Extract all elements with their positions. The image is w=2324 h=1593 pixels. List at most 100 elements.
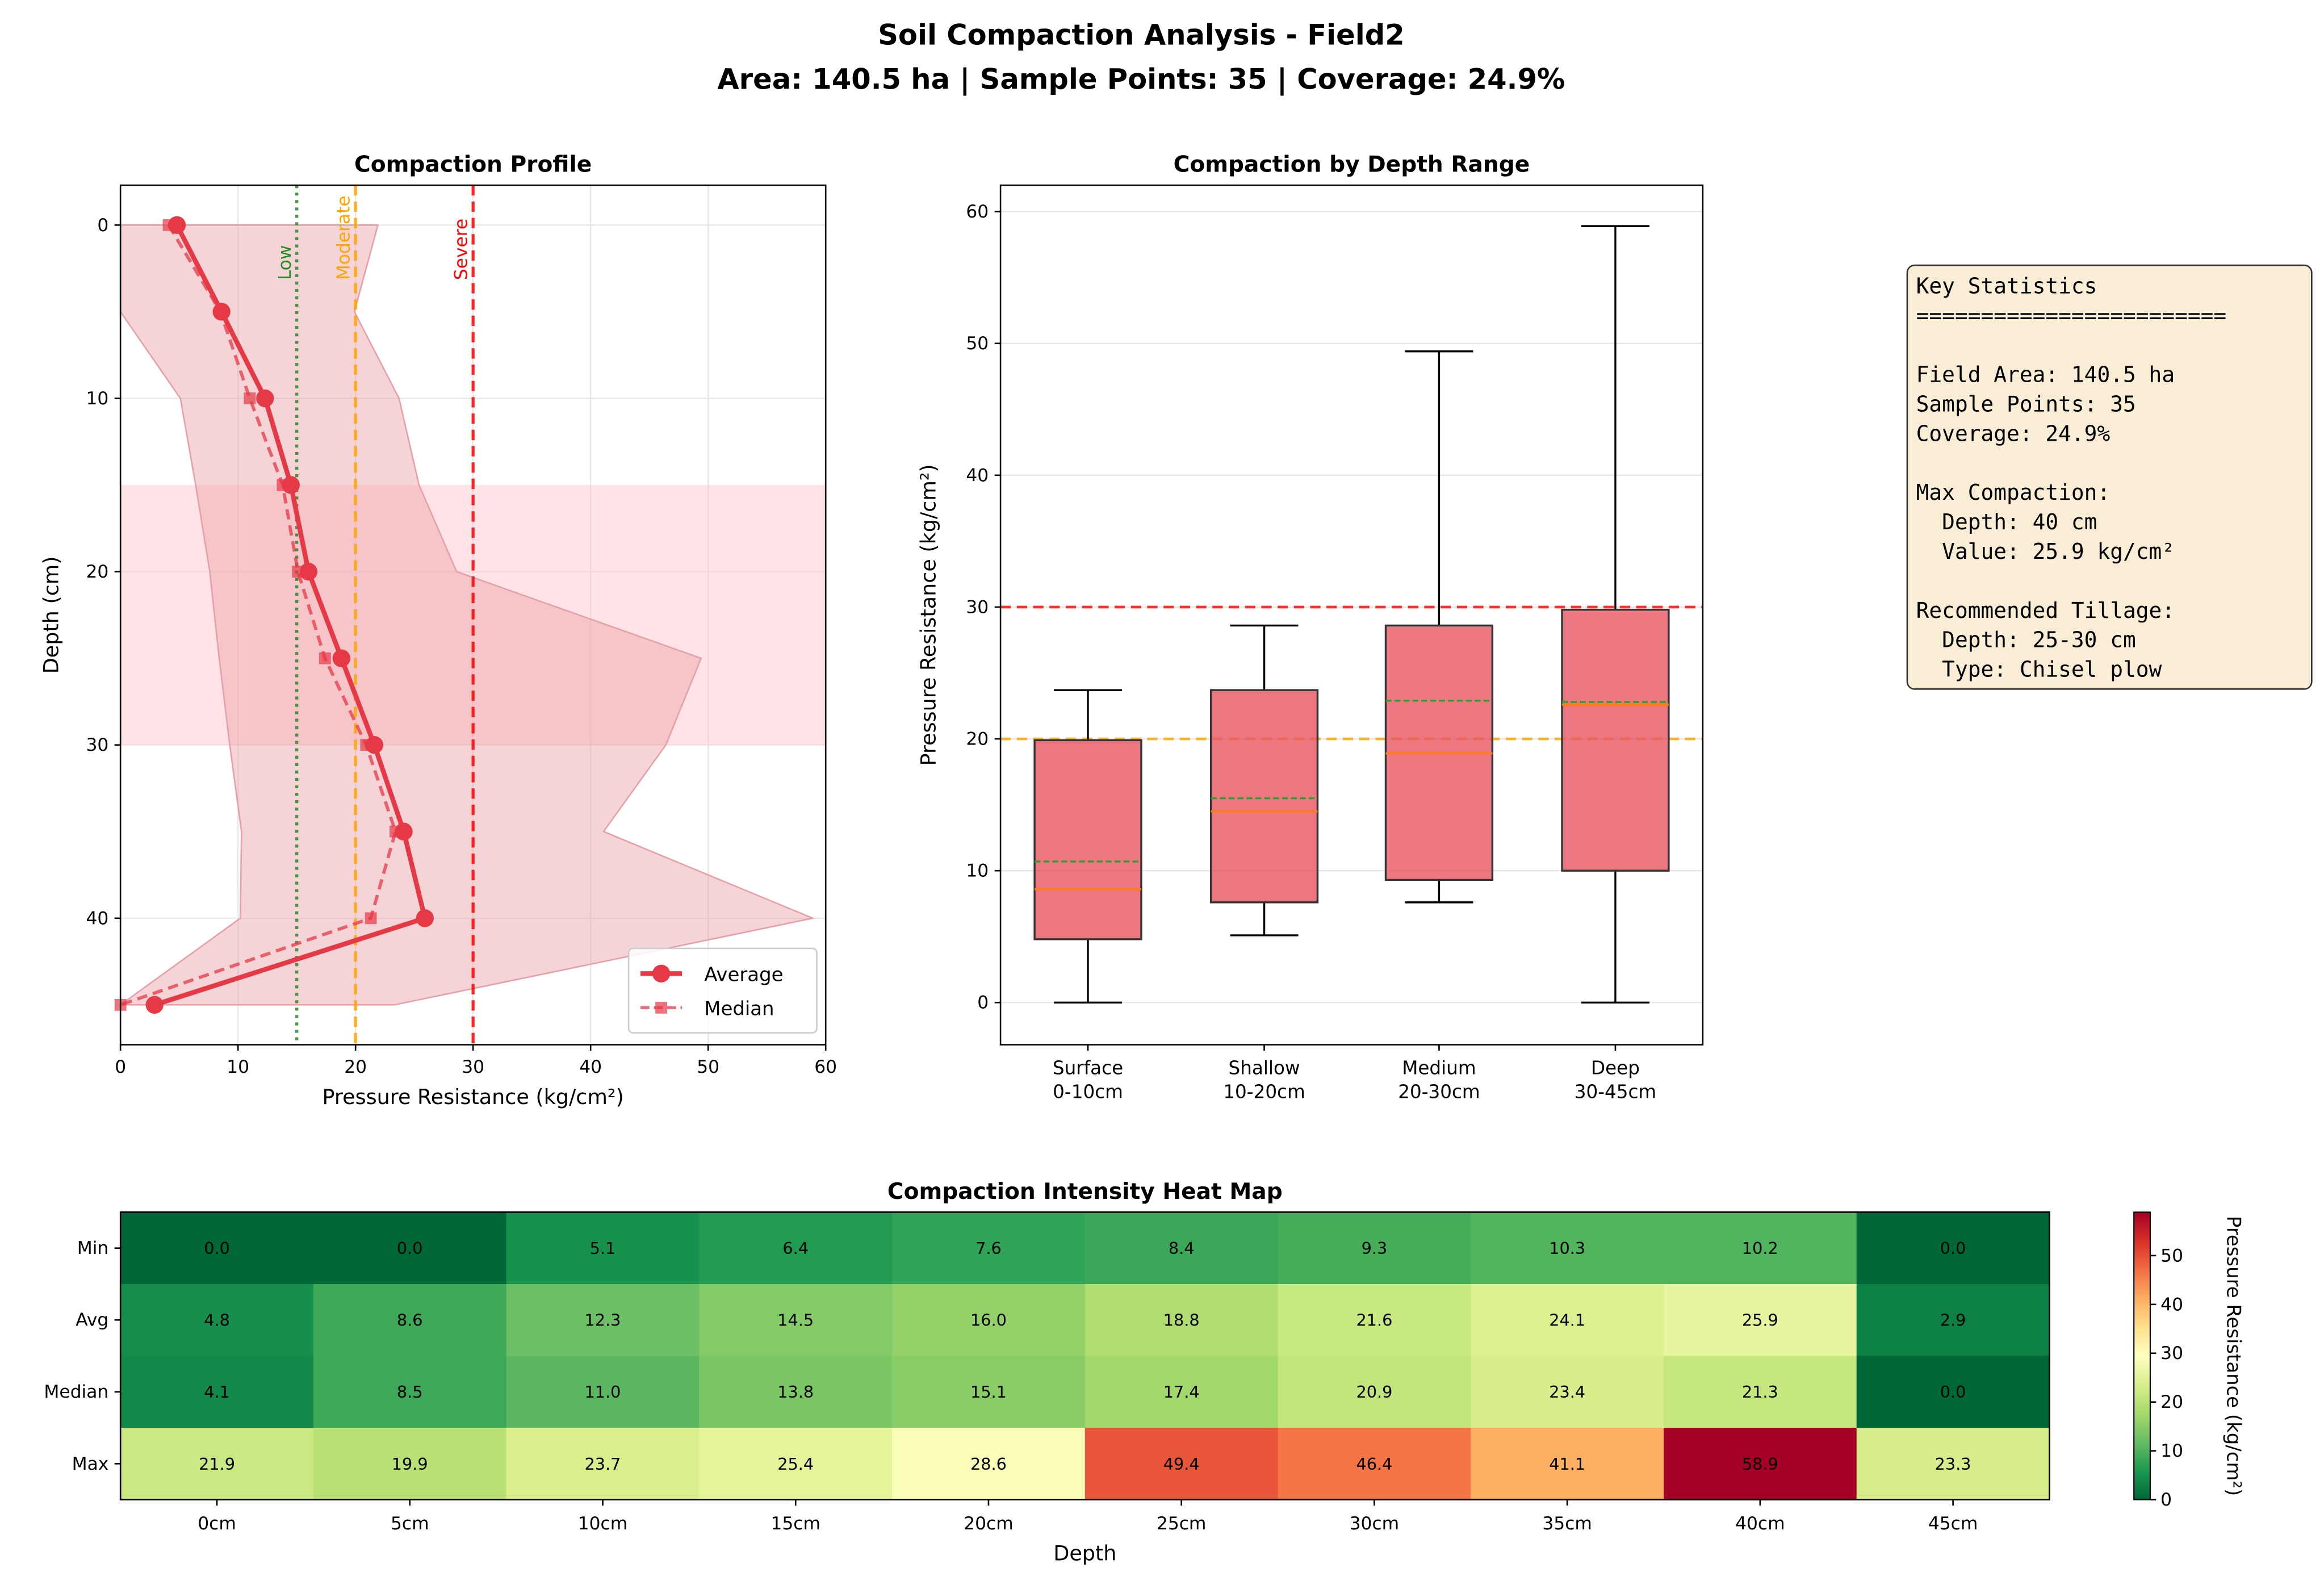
heatmap-cell — [699, 1283, 893, 1357]
heatmap-cell-value: 8.4 — [1169, 1239, 1195, 1258]
heatmap-cell-value: 17.4 — [1163, 1382, 1200, 1402]
profile-y-label: Depth (cm) — [39, 556, 64, 674]
boxplot-axes-frame — [999, 184, 1704, 1046]
threshold-label-low: Low — [275, 245, 295, 281]
heatmap-cell-value: 23.3 — [1935, 1454, 1971, 1474]
colorbar-tick-label: 30 — [2160, 1343, 2183, 1364]
stats-line: ======================== — [1916, 303, 2227, 328]
heatmap-cell — [1084, 1356, 1279, 1429]
y-tick-label: 20 — [966, 729, 989, 749]
heatmap-cell-value: 21.9 — [199, 1454, 235, 1474]
heatmap-cell — [1471, 1428, 1665, 1500]
box — [1033, 739, 1142, 940]
stats-line: Max Compaction: — [1916, 480, 2111, 505]
heatmap-cell-value: 13.8 — [777, 1382, 814, 1402]
x-tick-label: Shallow — [1228, 1057, 1300, 1079]
heatmap-cell-value: 8.6 — [397, 1311, 423, 1330]
heatmap-cell — [506, 1212, 700, 1285]
y-tick-label: Avg — [76, 1310, 108, 1331]
y-tick-label: Median — [44, 1382, 108, 1402]
y-tick-label: Max — [72, 1454, 109, 1474]
y-tick-label: 20 — [86, 562, 108, 582]
heatmap-cell-value: 2.9 — [1940, 1311, 1966, 1330]
x-tick-label: 10-20cm — [1223, 1081, 1305, 1102]
heatmap-cell — [1664, 1212, 1858, 1285]
heatmap-cell — [1664, 1283, 1858, 1357]
x-tick-label: 40cm — [1735, 1513, 1785, 1534]
average-line — [153, 224, 428, 1007]
x-tick-label: 30-45cm — [1575, 1081, 1656, 1102]
heatmap-cell — [892, 1212, 1086, 1285]
y-tick-label: 40 — [966, 465, 989, 486]
heatmap-cell — [120, 1356, 315, 1429]
heatmap-cell-value: 16.0 — [970, 1311, 1007, 1330]
stats-line: Key Statistics — [1916, 274, 2097, 299]
heatmap-chart: Compaction Intensity Heat Map 0.0 0.0 5.1 6.… — [44, 1179, 2245, 1566]
stats-line: Depth: 40 cm — [1916, 509, 2097, 534]
heatmap-cell-value: 6.4 — [782, 1239, 809, 1258]
heatmap-cell-value: 0.0 — [397, 1239, 423, 1258]
figure-title-line2: Area: 140.5 ha | Sample Points: 35 | Cov… — [717, 63, 1565, 96]
heatmap-cell — [1471, 1356, 1665, 1429]
profile-title: Compaction Profile — [354, 152, 592, 178]
heatmap-cell — [313, 1356, 507, 1429]
stats-box-frame — [1906, 264, 2313, 690]
heatmap-cell — [892, 1356, 1086, 1429]
heatmap-cell — [699, 1212, 893, 1285]
heatmap-cell — [1471, 1212, 1665, 1285]
x-tick-label: 0 — [115, 1057, 126, 1077]
x-tick-label: 10cm — [578, 1513, 628, 1534]
heatmap-cell-value: 28.6 — [970, 1454, 1007, 1474]
y-tick-label: 0 — [977, 993, 989, 1013]
x-tick-label: 60 — [814, 1057, 837, 1077]
heatmap-cell-value: 0.0 — [204, 1239, 230, 1258]
x-tick-label: Deep — [1591, 1057, 1640, 1079]
x-tick-label: 45cm — [1928, 1513, 1978, 1534]
heatmap-cell-value: 24.1 — [1549, 1311, 1585, 1330]
y-tick-label: 10 — [966, 861, 989, 881]
heatmap-title: Compaction Intensity Heat Map — [887, 1179, 1283, 1205]
heatmap-cell-value: 18.8 — [1163, 1311, 1200, 1330]
heatmap-cell — [1278, 1283, 1472, 1357]
colorbar-tick-label: 20 — [2160, 1392, 2183, 1412]
heatmap-cell-value: 11.0 — [585, 1382, 621, 1402]
heatmap-cell-value: 49.4 — [1163, 1454, 1200, 1474]
x-tick-label: 0-10cm — [1053, 1081, 1123, 1102]
heatmap-cell — [120, 1428, 315, 1500]
stats-line: Value: 25.9 kg/cm² — [1916, 539, 2175, 564]
y-tick-label: 60 — [966, 202, 989, 222]
heatmap-cell-value: 5.1 — [590, 1239, 616, 1258]
average-marker — [168, 216, 186, 234]
heatmap-cell — [1084, 1212, 1279, 1285]
average-marker — [365, 736, 383, 754]
heatmap-cell — [1278, 1356, 1472, 1429]
average-marker — [416, 909, 434, 927]
y-tick-label: 50 — [966, 333, 989, 354]
heatmap-cell — [1664, 1356, 1858, 1429]
median-marker — [365, 912, 377, 925]
y-tick-label: 40 — [86, 908, 108, 929]
x-tick-label: 50 — [697, 1057, 719, 1077]
boxplot-title: Compaction by Depth Range — [1174, 152, 1530, 178]
x-tick-label: 25cm — [1157, 1513, 1207, 1534]
x-tick-label: 20 — [344, 1057, 367, 1077]
heatmap-cell — [1856, 1212, 2050, 1285]
heatmap-cell — [1856, 1428, 2050, 1500]
heatmap-cell-value: 20.9 — [1356, 1382, 1392, 1402]
box — [1561, 608, 1670, 872]
heatmap-cell — [699, 1356, 893, 1429]
legend-median-marker — [655, 1001, 667, 1014]
heatmap-cell-value: 7.6 — [975, 1239, 1002, 1258]
profile-axes-frame — [119, 184, 827, 1046]
stats-line: Field Area: 140.5 ha — [1916, 362, 2175, 387]
x-tick-label: 35cm — [1542, 1513, 1592, 1534]
heatmap-cell-value: 19.9 — [392, 1454, 428, 1474]
heatmap-cell — [1664, 1428, 1858, 1500]
average-marker — [145, 996, 164, 1014]
heatmap-cell-value: 23.7 — [585, 1454, 621, 1474]
heatmap-cell-value: 41.1 — [1549, 1454, 1585, 1474]
profile-chart: Compaction Profile 0 10 20 30 40 50 60 0 10 20 30 40… — [39, 152, 838, 1109]
legend-average-label: Average — [704, 963, 783, 985]
x-tick-label: 20cm — [964, 1513, 1014, 1534]
